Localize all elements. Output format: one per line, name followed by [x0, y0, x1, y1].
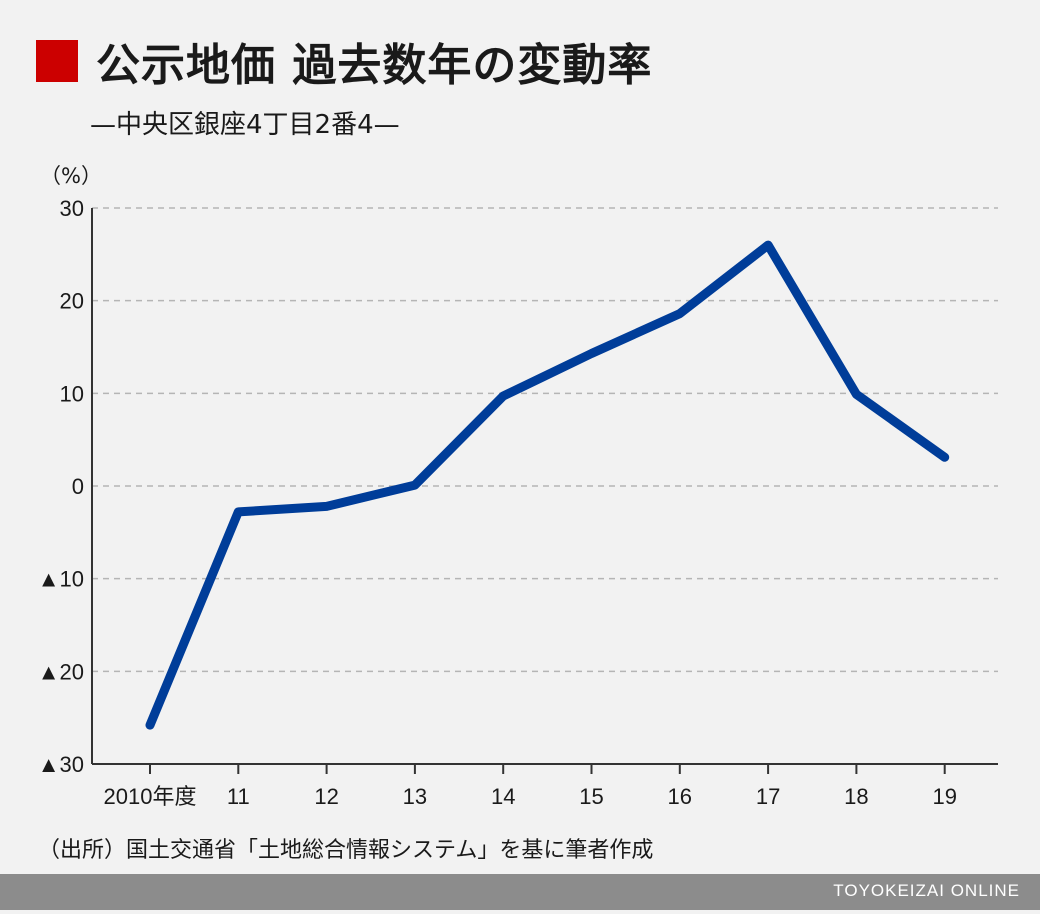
x-tick-label: 2010年度 [104, 784, 197, 809]
grid-lines [92, 207, 998, 673]
y-tick-labels: 30 20 10 0 ▲10 ▲20 ▲30 [38, 196, 84, 777]
chart-title: 公示地価 過去数年の変動率 [96, 40, 653, 91]
x-tick-label: 15 [579, 784, 603, 809]
x-tick-label: 12 [314, 784, 338, 809]
x-tick-label: 16 [668, 784, 692, 809]
y-tick-label: 30 [60, 196, 84, 221]
data-series [145, 240, 950, 730]
axes [91, 208, 998, 774]
y-tick-label: 0 [72, 474, 84, 499]
y-tick-label: ▲30 [38, 752, 84, 777]
title-block: 公示地価 過去数年の変動率 [36, 30, 652, 92]
y-tick-label: ▲20 [38, 659, 84, 684]
x-tick-labels: 2010年度 11 12 13 14 15 16 17 18 19 [104, 784, 957, 809]
x-tick-label: 14 [491, 784, 515, 809]
x-tick-label: 18 [844, 784, 868, 809]
source-note: （出所）国土交通省「土地総合情報システム」を基に筆者作成 [38, 838, 654, 863]
y-tick-label: 20 [60, 289, 84, 314]
y-axis-unit-label: （%） [40, 164, 102, 188]
title-marker-square [36, 40, 78, 82]
footer-bar: TOYOKEIZAI ONLINE [0, 874, 1040, 910]
brand-label: TOYOKEIZAI ONLINE [833, 881, 1020, 900]
x-tick-label: 13 [403, 784, 427, 809]
x-tick-label: 11 [227, 784, 250, 809]
x-tick-label: 17 [756, 784, 780, 809]
y-tick-label: ▲10 [38, 567, 84, 592]
series-line [145, 240, 950, 730]
line-chart: 30 20 10 0 ▲10 ▲20 ▲30 2010年度 11 12 13 14 15 16 17 18 1… [38, 196, 998, 809]
chart-subtitle: —中央区銀座4丁目2番4— [90, 110, 400, 140]
y-tick-label: 10 [60, 381, 84, 406]
x-tick-label: 19 [932, 784, 956, 809]
